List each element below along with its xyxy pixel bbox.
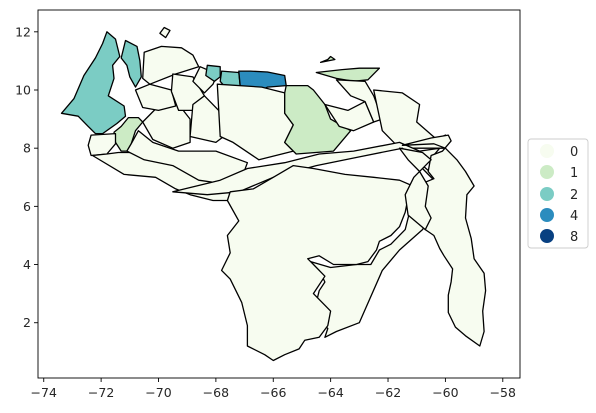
map-region [319,55,336,64]
legend-marker [540,208,554,222]
legend-frame [527,138,589,249]
x-axis: −74 −72 −70 −68 −66 −64 −62 −60 −58 [31,378,516,400]
map-region [220,164,421,362]
legend-item: 1 [540,165,578,181]
y-tick-label: 4 [23,257,31,272]
x-tick-label: −62 [375,385,401,400]
legend-marker [540,165,554,179]
legend-marker [540,229,554,243]
map-region [126,130,249,187]
legend-marker [540,187,554,201]
map-region [315,67,381,82]
x-tick-label: −70 [145,385,171,400]
plot-frame [37,9,521,379]
legend-label: 1 [570,166,578,181]
legend-item: 2 [540,187,578,203]
y-tick-label: 2 [23,315,31,330]
x-tick-label: −72 [88,385,114,400]
y-axis: 2 4 6 8 10 12 [15,24,38,330]
legend-item: 0 [540,144,578,160]
y-tick-label: 10 [15,83,31,98]
x-tick-label: −74 [31,385,57,400]
legend-label: 0 [570,145,578,160]
legend: 0 1 2 4 8 [527,138,589,249]
legend-label: 2 [570,188,578,203]
legend-marker [540,144,554,158]
x-tick-label: −60 [432,385,458,400]
map-region [60,31,127,135]
legend-item: 8 [540,229,578,245]
x-tick-label: −68 [203,385,229,400]
map-region [134,83,177,112]
map-region [113,116,144,152]
legend-item: 4 [540,208,578,224]
map-region [284,84,352,155]
legend-label: 4 [570,209,578,224]
map-region [159,26,171,39]
map-region [205,64,221,82]
map-region [142,45,200,85]
x-tick-label: −66 [260,385,286,400]
map-region [398,147,432,231]
x-tick-label: −58 [490,385,516,400]
map-regions [60,26,487,362]
map-region [335,79,383,123]
y-tick-label: 8 [23,141,31,156]
y-tick-label: 6 [23,199,31,214]
legend-label: 8 [570,230,578,245]
x-tick-label: −64 [317,385,343,400]
y-tick-label: 12 [15,24,31,39]
map-region [120,39,142,88]
